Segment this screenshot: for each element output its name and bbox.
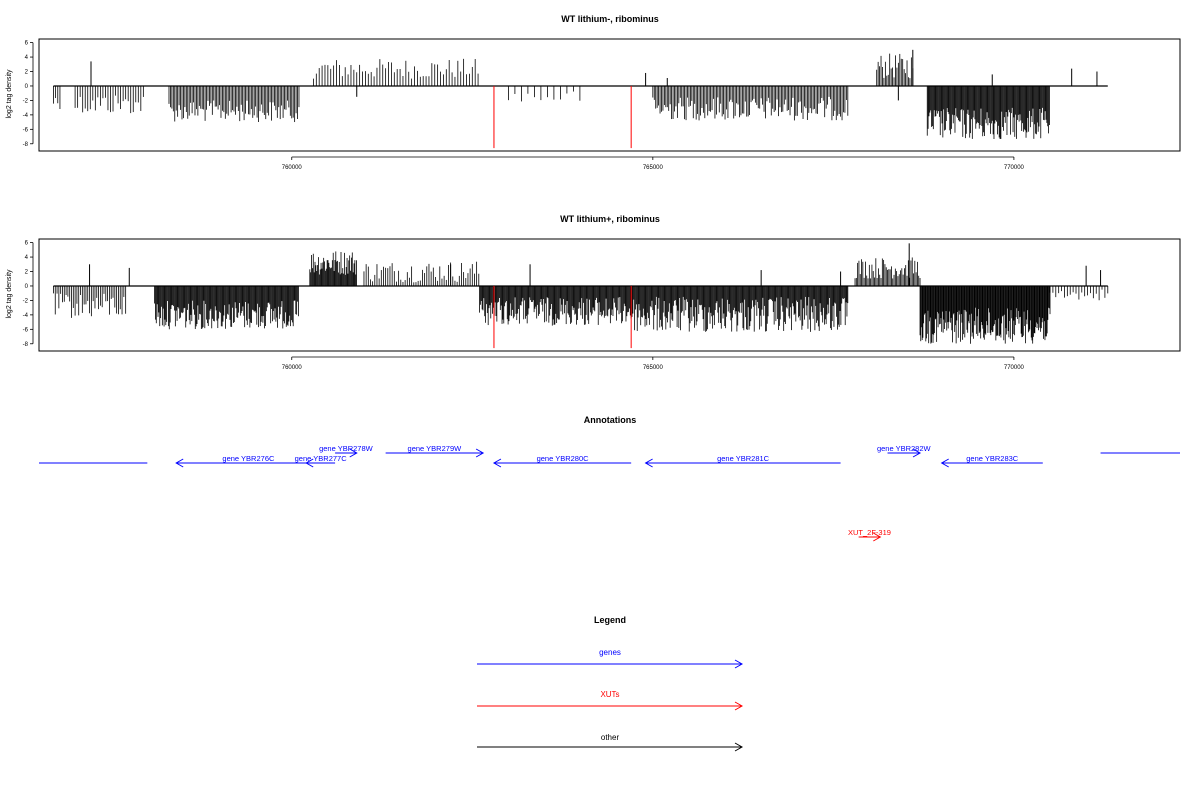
plot-frame xyxy=(38,38,1181,152)
legend-arrow-head xyxy=(734,659,744,669)
gene-label: gene YBR276C xyxy=(222,454,275,463)
gene-arrow-head xyxy=(644,458,653,468)
legend-label: XUTs xyxy=(600,690,619,699)
legend-title: Legend xyxy=(594,615,626,625)
y-tick-label: -4 xyxy=(23,313,29,319)
y-tick-label: -6 xyxy=(23,127,29,133)
legend-label: other xyxy=(601,733,620,742)
y-tick-label: 2 xyxy=(25,70,29,76)
legend-label: genes xyxy=(599,648,621,657)
x-tick-label: 760000 xyxy=(282,165,303,171)
axes: 6 4 2 0 -2 -4 -6 -8 760000 765000 770000 xyxy=(23,241,1025,371)
track-panel-lithium-minus: WT lithium-, ribominus log2 tag density … xyxy=(6,14,1181,171)
panel-title: WT lithium+, ribominus xyxy=(560,214,660,224)
gene-arrow-head xyxy=(175,458,184,468)
legend: Legend genes XUTs other xyxy=(477,615,744,752)
legend-item-genes: genes xyxy=(477,648,744,669)
x-tick-label: 760000 xyxy=(282,365,303,371)
track-panel-lithium-plus: WT lithium+, ribominus log2 tag density … xyxy=(6,214,1181,371)
gene-label: gene YBR281C xyxy=(717,454,770,463)
plot-frame xyxy=(38,238,1181,352)
y-tick-label: -8 xyxy=(23,142,29,148)
y-tick-label: 0 xyxy=(25,284,29,290)
legend-arrow-head xyxy=(734,742,744,752)
y-tick-label: 2 xyxy=(25,270,29,276)
annotations-panel: Annotations gene YBR276C gene YBR277Cgene… xyxy=(39,415,1180,542)
gene-label: gene YBR282W xyxy=(877,444,932,453)
panel-title: WT lithium-, ribominus xyxy=(561,14,659,24)
gene-arrow-head xyxy=(305,458,314,468)
legend-item-xuts: XUTs xyxy=(477,690,744,711)
gene-label: gene YBR283C xyxy=(966,454,1019,463)
y-axis-label: log2 tag density xyxy=(6,69,13,119)
annotations-title: Annotations xyxy=(584,415,637,425)
y-tick-label: 4 xyxy=(25,255,29,261)
y-tick-label: -6 xyxy=(23,327,29,333)
y-tick-label: 0 xyxy=(25,84,29,90)
bar-series xyxy=(53,49,1108,149)
y-tick-label: -2 xyxy=(23,298,29,304)
gene-label: gene YBR278W xyxy=(319,444,374,453)
gene-arrow-head xyxy=(912,448,922,458)
xut-label: XUT_2F-319 xyxy=(848,528,891,537)
bar-series xyxy=(53,243,1109,349)
x-tick-label: 765000 xyxy=(643,365,664,371)
gene-label: gene YBR279W xyxy=(408,444,463,453)
gene-label: gene YBR280C xyxy=(537,454,590,463)
gene-arrow-head xyxy=(492,458,502,468)
x-tick-label: 770000 xyxy=(1004,165,1025,171)
y-tick-label: 6 xyxy=(25,241,29,247)
gene-arrow-head xyxy=(349,448,358,458)
x-tick-label: 770000 xyxy=(1004,365,1025,371)
xut-arrow-head xyxy=(873,532,882,542)
y-tick-label: -8 xyxy=(23,342,29,348)
y-tick-label: 6 xyxy=(25,41,29,47)
gene-label: gene YBR277C xyxy=(295,454,348,463)
legend-arrow-head xyxy=(734,701,744,711)
legend-item-other: other xyxy=(477,733,744,752)
x-tick-label: 765000 xyxy=(643,165,664,171)
y-tick-label: 4 xyxy=(25,55,29,61)
y-axis-label: log2 tag density xyxy=(6,269,13,319)
y-tick-label: -2 xyxy=(23,98,29,104)
axes: 6 4 2 0 -2 -4 -6 -8 760000 765000 770000 xyxy=(23,41,1025,171)
y-tick-label: -4 xyxy=(23,113,29,119)
gene-arrow-head xyxy=(475,448,485,458)
gene-arrow-head xyxy=(940,458,949,468)
